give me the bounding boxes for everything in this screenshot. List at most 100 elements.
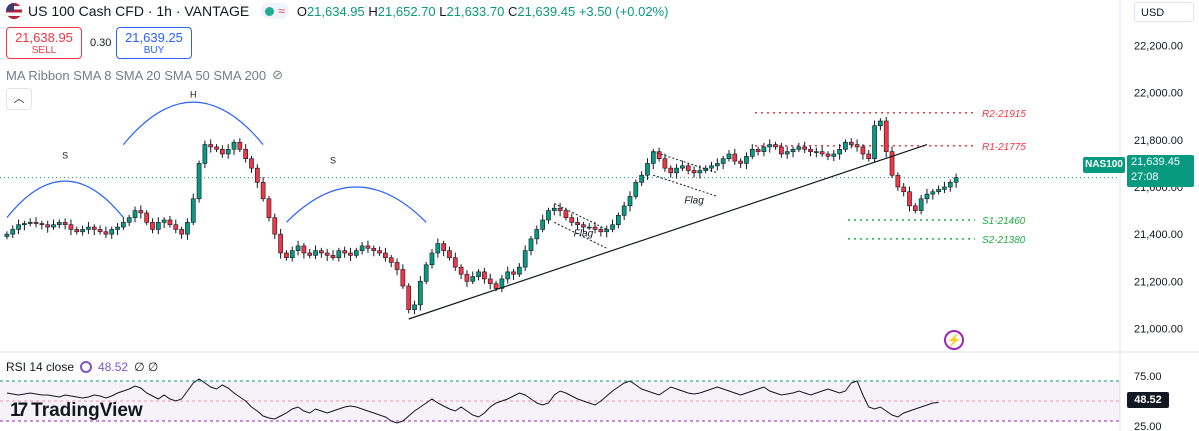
sell-label: SELL — [31, 45, 57, 56]
candle-body — [68, 224, 74, 230]
candle-body — [726, 153, 732, 160]
indicator-legend[interactable]: MA Ribbon SMA 8 SMA 20 SMA 50 SMA 200 ⊘ — [6, 67, 283, 83]
rsi-value: 48.52 — [98, 360, 129, 374]
candle-body — [790, 148, 796, 152]
rsi-legend[interactable]: RSI 14 close 48.52 ∅ ∅ — [6, 360, 158, 374]
candle-body — [301, 245, 307, 254]
buy-button[interactable]: 21,639.25 BUY — [116, 27, 192, 59]
candle-body — [645, 163, 650, 176]
candle-body — [575, 222, 580, 226]
candle-body — [522, 250, 528, 268]
candle-body — [190, 198, 196, 223]
eye-off-icon[interactable]: ⊘ — [272, 67, 284, 82]
candle-body — [254, 167, 260, 183]
candle-body — [383, 252, 388, 259]
candle-body — [476, 271, 481, 277]
price-tick-label: 21,800.00 — [1134, 135, 1183, 147]
pattern-annotation: Flag — [574, 229, 594, 240]
candle-body — [45, 224, 51, 228]
candle-body — [336, 250, 342, 259]
sell-button[interactable]: 21,638.95 SELL — [6, 27, 82, 59]
candle-body — [482, 271, 487, 280]
candle-body — [406, 285, 412, 310]
candle-body — [924, 193, 930, 200]
candle-body — [773, 144, 778, 148]
candle-body — [499, 278, 505, 289]
candle-body — [249, 158, 254, 169]
rsi-extra: ∅ ∅ — [134, 360, 159, 374]
indicator-label: MA Ribbon SMA 8 SMA 20 SMA 50 SMA 200 — [6, 67, 267, 83]
flag-channel — [653, 151, 718, 174]
candle-body — [813, 151, 819, 153]
candle-body — [225, 148, 231, 155]
candle-body — [784, 151, 790, 155]
candle-body — [889, 151, 895, 176]
rsi-label: RSI 14 close — [6, 360, 75, 374]
price-tick-label: 22,000.00 — [1134, 88, 1183, 100]
rsi-tick-label: 75.00 — [1134, 371, 1162, 383]
candle-body — [848, 141, 854, 145]
candle-body — [627, 196, 633, 207]
tradingview-logo[interactable]: 17 TradingView — [10, 400, 143, 422]
candle-body — [942, 186, 947, 190]
head-arc — [122, 101, 264, 145]
candle-body — [796, 146, 802, 150]
candle-body — [115, 226, 120, 230]
candle-body — [371, 247, 377, 251]
collapse-legend-button[interactable]: ︿ — [6, 88, 32, 110]
candle-body — [883, 120, 889, 152]
symbol-title[interactable]: US 100 Cash CFD · 1h · VANTAGE — [28, 3, 250, 19]
candle-body — [33, 222, 39, 224]
candle-body — [697, 170, 703, 174]
market-open-icon — [265, 6, 275, 16]
candle-body — [715, 163, 720, 167]
candle-body — [132, 210, 138, 218]
candle-body — [569, 217, 575, 223]
candle-body — [243, 148, 248, 160]
candle-body — [505, 271, 511, 280]
candle-body — [517, 266, 522, 275]
pattern-annotation: S — [330, 155, 336, 165]
candle-body — [767, 144, 773, 148]
candle-body — [837, 148, 842, 155]
candle-body — [930, 191, 936, 195]
candle-body — [220, 148, 225, 155]
candle-body — [56, 222, 62, 226]
candle-body — [540, 219, 545, 230]
candle-body — [732, 153, 738, 162]
candle-body — [62, 222, 68, 226]
candle-body — [295, 245, 301, 251]
candle-body — [144, 212, 150, 223]
candle-body — [278, 233, 283, 254]
candle-body — [854, 144, 860, 148]
right-shoulder-arc — [285, 186, 427, 223]
alert-bolt-icon[interactable]: ⚡ — [944, 330, 964, 350]
candle-body — [313, 250, 318, 256]
candle-body — [458, 266, 464, 275]
candle-body — [761, 146, 767, 152]
candle-body — [155, 222, 161, 230]
candle-body — [808, 148, 813, 152]
candle-body — [872, 125, 877, 160]
candle-body — [511, 271, 516, 275]
candle-body — [738, 160, 743, 164]
candle-body — [895, 174, 901, 188]
candle-body — [39, 223, 45, 226]
candle-body — [138, 210, 144, 214]
candle-body — [447, 250, 452, 259]
price-tick-label: 21,200.00 — [1134, 276, 1183, 288]
candle-body — [779, 146, 784, 155]
candle-body — [621, 205, 627, 216]
candle-body — [97, 229, 103, 233]
candle-body — [557, 207, 563, 211]
symbol-header[interactable]: US 100 Cash CFD · 1h · VANTAGE ≈ O21,634… — [6, 2, 668, 20]
candle-body — [452, 257, 458, 268]
candle-body — [598, 229, 604, 233]
candle-body — [720, 158, 726, 164]
candle-body — [91, 226, 97, 230]
currency-select[interactable]: USD — [1134, 2, 1194, 22]
candle-body — [173, 224, 179, 230]
market-status[interactable]: ≈ — [261, 3, 289, 19]
buy-label: BUY — [143, 45, 165, 56]
